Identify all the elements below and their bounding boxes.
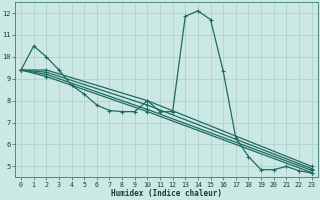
X-axis label: Humidex (Indice chaleur): Humidex (Indice chaleur) xyxy=(111,189,222,198)
